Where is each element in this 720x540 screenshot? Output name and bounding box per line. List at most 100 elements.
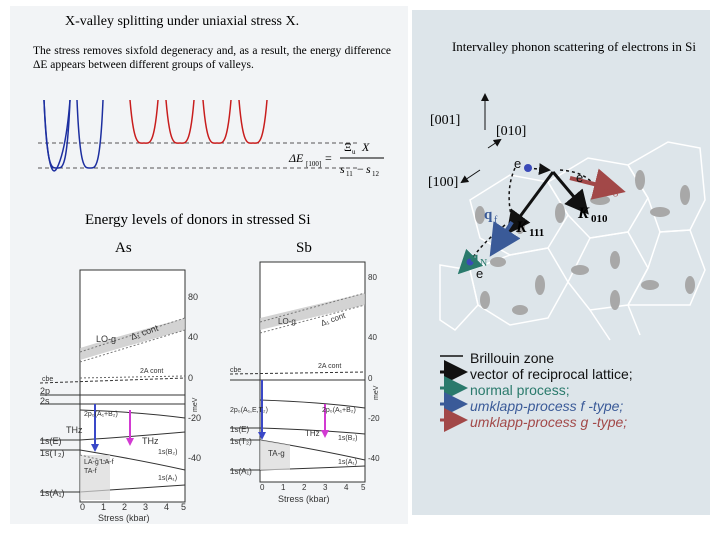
legend-item-umklapp-g: umklapp-process g -type; [470,414,628,430]
svg-text:-20: -20 [368,414,380,423]
formula-sub: [100] [306,160,321,168]
valley-splitting-description: The stress removes sixfold degeneracy an… [33,45,391,71]
svg-text:THz: THz [305,429,320,438]
red-valley-4 [238,99,268,144]
electron-label-1: e [514,156,521,171]
svg-text:LA-g LA-f: LA-g LA-f [84,459,114,466]
svg-text:1: 1 [101,502,106,512]
svg-text:1s(A₁): 1s(A₁) [40,488,65,498]
svg-text:cbe: cbe [230,367,241,374]
svg-text:2A cont: 2A cont [318,363,341,370]
svg-text:1s(E): 1s(E) [40,436,62,446]
svg-text:2A cont: 2A cont [140,368,163,375]
svg-text:0: 0 [368,374,373,383]
svg-text:meV: meV [373,385,380,400]
svg-text:0: 0 [188,373,193,383]
svg-text:TA-f: TA-f [84,468,97,475]
svg-text:LO-g: LO-g [96,334,116,344]
svg-text:f: f [494,215,498,226]
svg-text:1s(E): 1s(E) [230,425,249,434]
svg-text:3: 3 [143,502,148,512]
svg-text:2s: 2s [40,396,50,406]
sb-label: Sb [296,240,312,256]
svg-text:2p₀(A₁+B₂): 2p₀(A₁+B₂) [84,411,118,418]
k010-label: K [577,205,590,222]
svg-text:111: 111 [529,227,544,239]
svg-text:80: 80 [368,273,377,282]
svg-text:3: 3 [323,483,328,492]
svg-text:40: 40 [188,332,198,342]
svg-text:Stress (kbar): Stress (kbar) [278,494,330,504]
legend-item-bz: Brillouin zone [470,350,555,366]
svg-text:-40: -40 [368,454,380,463]
svg-text:0: 0 [260,483,265,492]
qg-label: q [603,178,612,194]
svg-text:1s(A₁): 1s(A₁) [158,475,177,482]
svg-text:TA-g: TA-g [268,449,285,458]
svg-text:LO-g: LO-g [278,317,296,326]
legend: Brillouin zone vector of reciprocal latt… [470,350,633,430]
svg-text:meV: meV [192,397,199,412]
energy-levels-title: Energy levels of donors in stressed Si [85,212,311,228]
svg-text:40: 40 [368,333,377,342]
electron-label-3: e [476,266,483,281]
svg-text:1s(B₂): 1s(B₂) [158,449,177,456]
svg-text:X: X [361,140,370,154]
red-valley-2 [165,99,195,144]
svg-text:u: u [352,148,356,156]
svg-text:4: 4 [344,483,349,492]
formula-lhs: ΔE [288,151,304,165]
qf-label: q [484,207,493,223]
svg-text:1s(A₁): 1s(A₁) [230,467,252,476]
svg-text:2p₀(A₁,E,T₂): 2p₀(A₁,E,T₂) [230,407,268,414]
red-valley-3 [202,99,232,144]
svg-text:1: 1 [281,483,286,492]
svg-text:=: = [325,151,332,165]
svg-text:80: 80 [188,292,198,302]
axis-001-label: [001] [430,113,460,128]
red-valley-1 [129,99,159,144]
svg-text:Ξ: Ξ [344,140,352,154]
svg-text:s: s [340,162,345,176]
svg-text:cbe: cbe [42,376,53,383]
svg-text:2: 2 [122,502,127,512]
svg-text:2: 2 [302,483,307,492]
svg-text:010: 010 [591,213,608,225]
as-label: As [115,240,132,256]
svg-text:N: N [480,258,487,269]
svg-text:4: 4 [164,502,169,512]
svg-text:THz: THz [66,425,83,435]
phonon-scattering-title: Intervalley phonon scattering of electro… [451,39,697,54]
svg-text:-20: -20 [188,413,201,423]
valley-splitting-title: X-valley splitting under uniaxial stress… [65,14,300,29]
axis-010-label: [010] [496,124,526,139]
axis-100-label: [100] [428,175,458,190]
svg-text:1s(A₁): 1s(A₁) [338,459,357,466]
legend-item-normal: normal process; [470,382,570,398]
legend-item-lattice: vector of reciprocal lattice; [470,366,633,382]
svg-text:12: 12 [372,170,380,178]
svg-text:-40: -40 [188,453,201,463]
k111-label: K [515,219,528,236]
svg-text:5: 5 [361,483,366,492]
qn-label: q [470,250,479,266]
svg-text:2p₀(A₁+B₂): 2p₀(A₁+B₂) [322,407,356,414]
svg-text:2p: 2p [40,386,50,396]
svg-text:g: g [613,186,618,197]
svg-text:s: s [366,162,371,176]
svg-text:1s(T₂): 1s(T₂) [40,448,65,458]
svg-text:0: 0 [80,502,85,512]
electron-label-2: e [576,170,583,185]
svg-text:Stress (kbar): Stress (kbar) [98,513,150,523]
svg-text:5: 5 [181,502,186,512]
blue-valley-1b [43,99,71,169]
svg-text:−: − [357,162,364,176]
blue-valley-2 [76,99,104,169]
svg-text:1s(B₂): 1s(B₂) [338,435,357,442]
legend-item-umklapp-f: umklapp-process f -type; [470,398,624,414]
svg-text:THz: THz [142,436,159,446]
